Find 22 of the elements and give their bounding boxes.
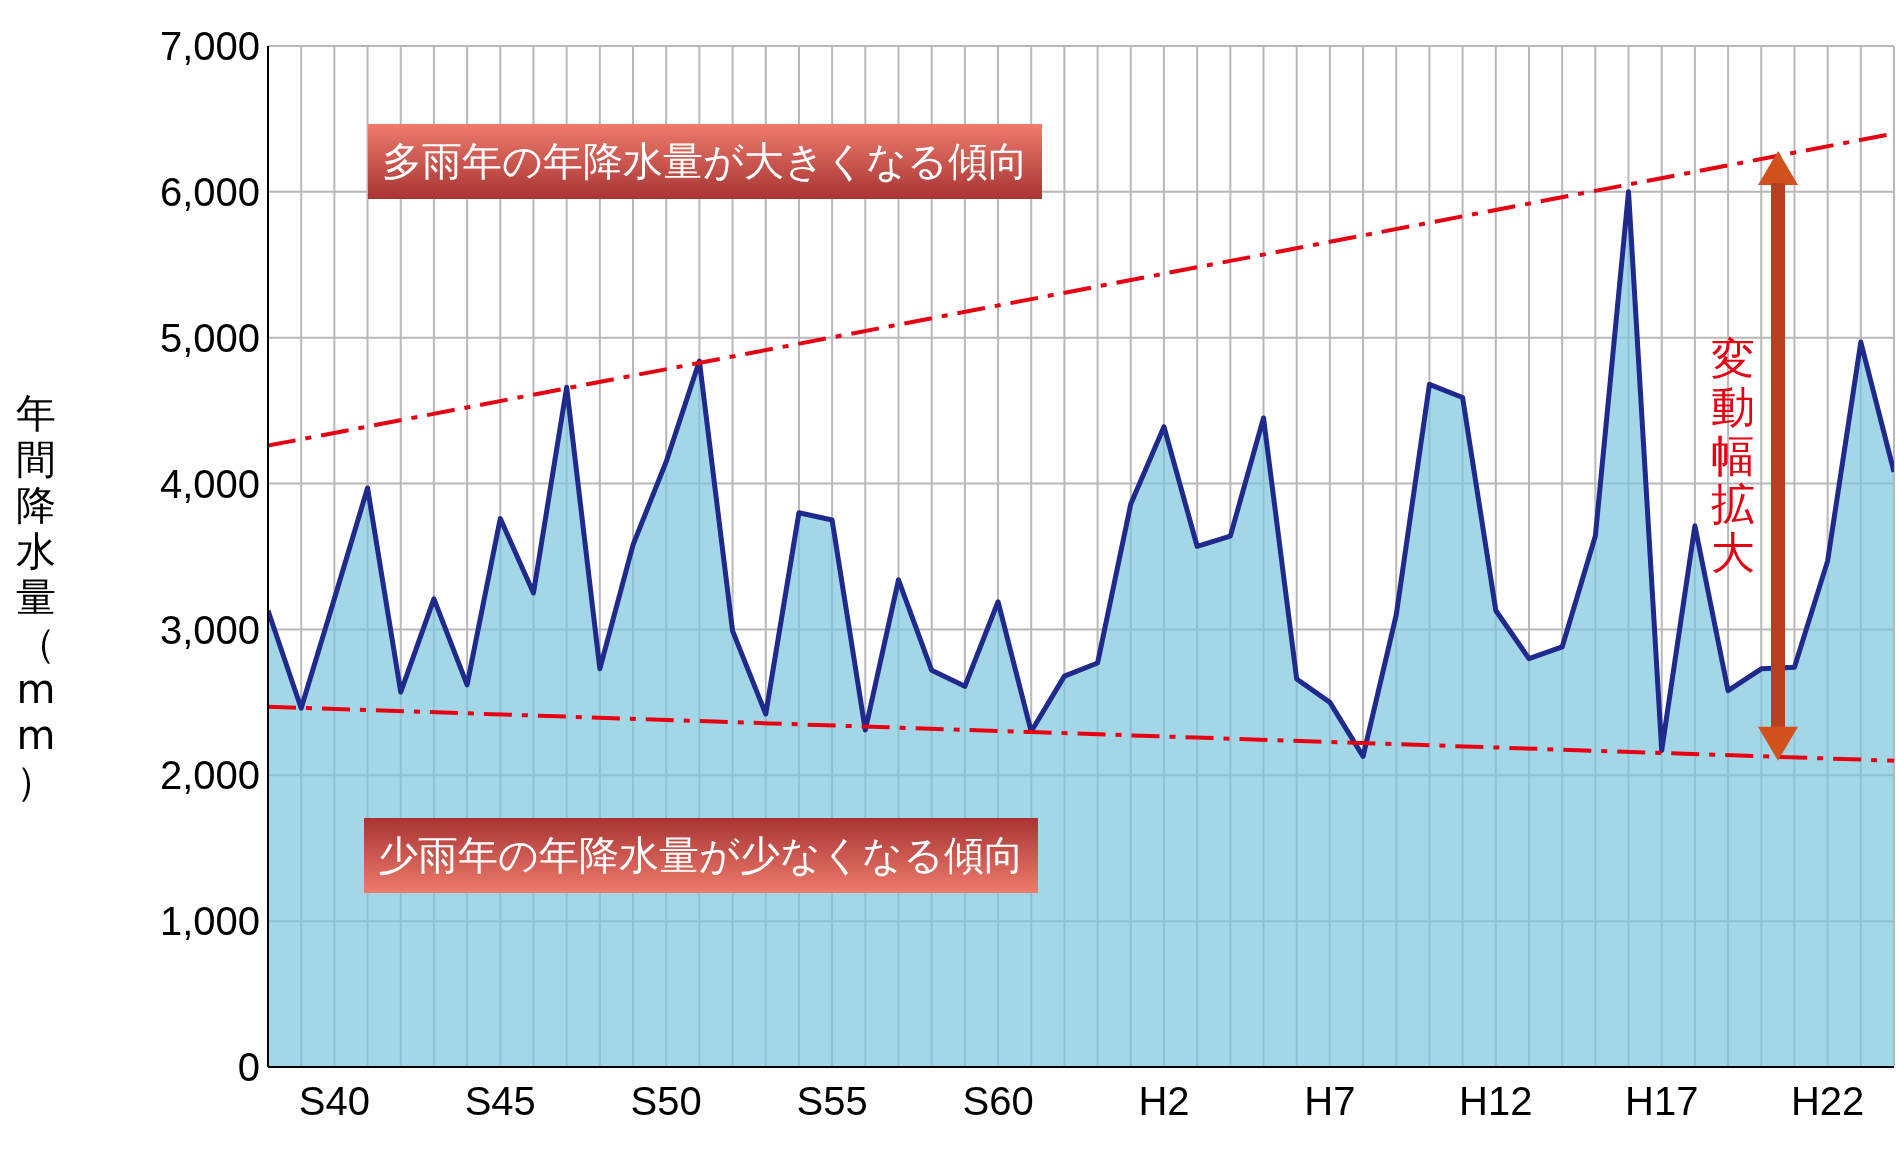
text: 年間降水量（mm） [16,390,56,804]
x-tick-label: H17 [1625,1079,1699,1124]
x-tick-label: S40 [298,1079,370,1124]
y-tick-label: 0 [237,1045,260,1090]
annotation: 変動幅拡大 [1710,333,1756,578]
x-tick-label: S50 [630,1079,702,1124]
y-tick-label: 1,000 [159,899,260,944]
x-tick-label: H7 [1304,1079,1356,1124]
x-tick-label: H12 [1459,1079,1533,1124]
x-tick-label: H2 [1138,1079,1190,1124]
x-tick-label: S60 [962,1079,1034,1124]
y-tick-label: 4,000 [159,461,260,506]
x-tick-label: H22 [1790,1079,1865,1124]
y-tick-label: 2,000 [159,753,260,798]
annotation: 少雨年の年降水量が少なくなる傾向 [364,818,1038,893]
annotation: 多雨年の年降水量が大きくなる傾向 [368,124,1042,199]
x-tick-label: S45 [464,1079,536,1124]
y-tick-label: 7,000 [159,24,260,69]
y-tick-label: 3,000 [159,607,260,652]
y-tick-label: 5,000 [159,315,260,360]
x-tick-label: S55 [796,1079,868,1124]
y-tick-label: 6,000 [159,170,260,215]
